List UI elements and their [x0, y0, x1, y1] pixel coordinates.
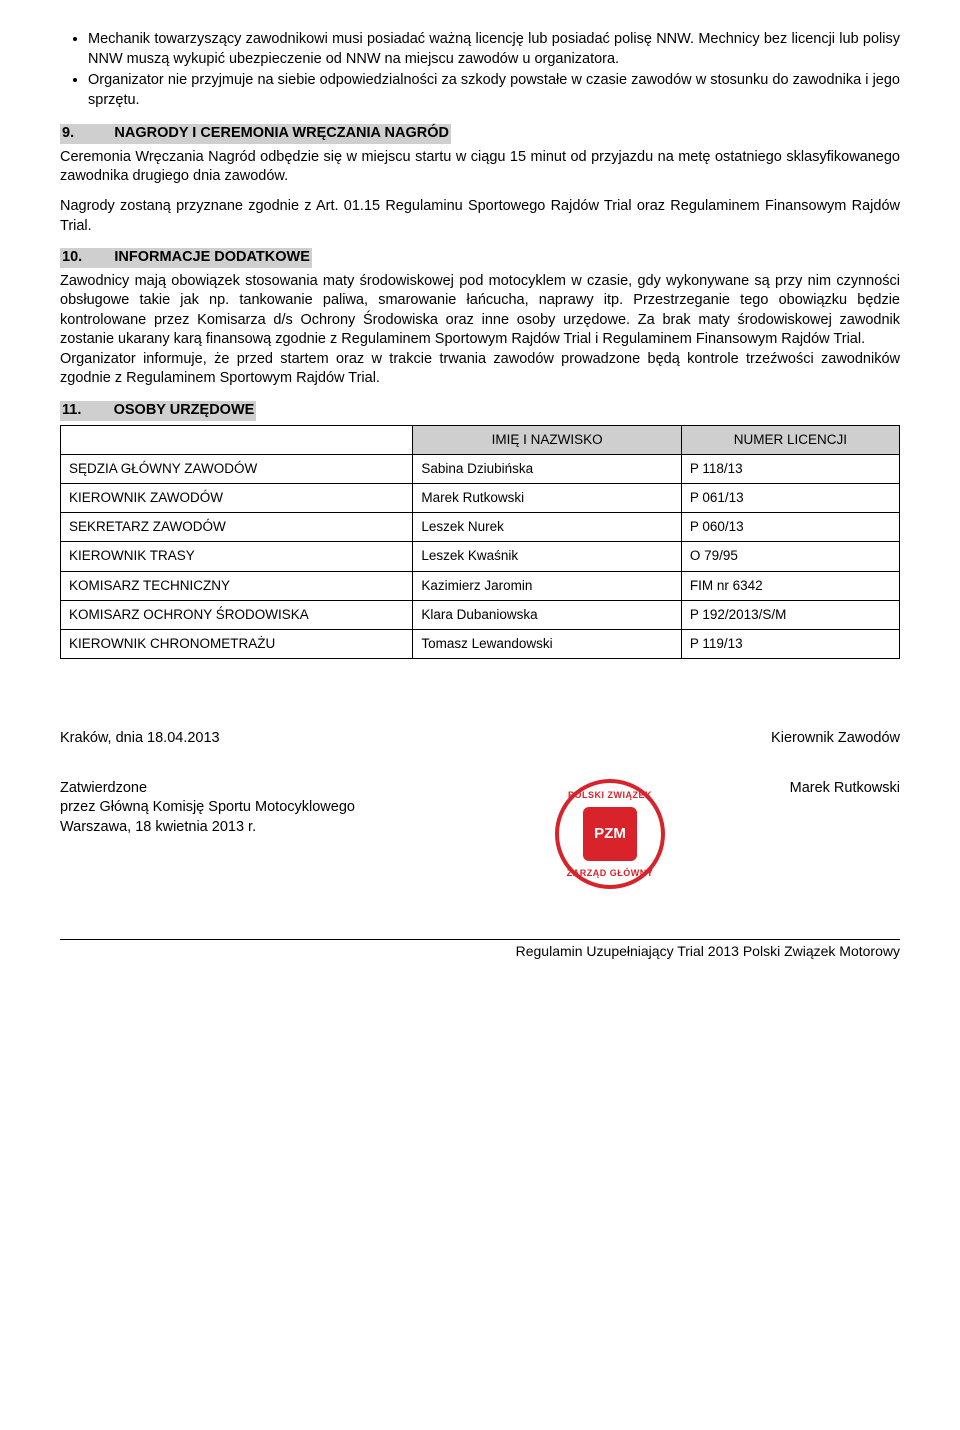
cell-name: Tomasz Lewandowski [413, 630, 681, 659]
bullet-item: Organizator nie przyjmuje na siebie odpo… [88, 71, 900, 110]
table-header-license: NUMER LICENCJI [681, 425, 899, 454]
table-row: SEKRETARZ ZAWODÓW Leszek Nurek P 060/13 [61, 513, 900, 542]
table-row: SĘDZIA GŁÓWNY ZAWODÓW Sabina Dziubińska … [61, 454, 900, 483]
table-row: KIEROWNIK TRASY Leszek Kwaśnik O 79/95 [61, 542, 900, 571]
section-11-heading: 11. OSOBY URZĘDOWE [60, 401, 900, 421]
stamp-text-bottom: ZARZĄD GŁÓWNY [559, 867, 661, 879]
cell-license: P 118/13 [681, 454, 899, 483]
approved-line-3: Warszawa, 18 kwietnia 2013 r. [60, 818, 520, 838]
cell-license: P 060/13 [681, 513, 899, 542]
place-date: Kraków, dnia 18.04.2013 [60, 729, 700, 749]
section-9-number: 9. [62, 125, 74, 141]
cell-name: Sabina Dziubińska [413, 454, 681, 483]
page-footer: Regulamin Uzupełniający Trial 2013 Polsk… [60, 939, 900, 961]
section-9-heading: 9. NAGRODY I CEREMONIA WRĘCZANIA NAGRÓD [60, 124, 900, 144]
section-11-title: OSOBY URZĘDOWE [114, 402, 255, 418]
cell-license: P 061/13 [681, 484, 899, 513]
table-row: KOMISARZ OCHRONY ŚRODOWISKA Klara Dubani… [61, 600, 900, 629]
signature-block: Kraków, dnia 18.04.2013 Kierownik Zawodó… [60, 729, 900, 889]
cell-name: Kazimierz Jaromin [413, 571, 681, 600]
cell-license: P 192/2013/S/M [681, 600, 899, 629]
approved-line-1: Zatwierdzone [60, 779, 520, 799]
stamp-text-top: POLSKI ZWIĄZEK [559, 789, 661, 801]
section-9-para-2: Nagrody zostaną przyznane zgodnie z Art.… [60, 197, 900, 236]
table-header-name: IMIĘ I NAZWISKO [413, 425, 681, 454]
bullet-item: Mechanik towarzyszący zawodnikowi musi p… [88, 30, 900, 69]
cell-name: Marek Rutkowski [413, 484, 681, 513]
cell-role: SEKRETARZ ZAWODÓW [61, 513, 413, 542]
table-row: KIEROWNIK ZAWODÓW Marek Rutkowski P 061/… [61, 484, 900, 513]
section-10-number: 10. [62, 249, 82, 265]
cell-role: KIEROWNIK ZAWODÓW [61, 484, 413, 513]
section-10-para-1: Zawodnicy mają obowiązek stosowania maty… [60, 272, 900, 350]
section-10-heading: 10. INFORMACJE DODATKOWE [60, 248, 900, 268]
cell-role: KOMISARZ OCHRONY ŚRODOWISKA [61, 600, 413, 629]
officials-table: IMIĘ I NAZWISKO NUMER LICENCJI SĘDZIA GŁ… [60, 425, 900, 660]
section-10-title: INFORMACJE DODATKOWE [114, 249, 309, 265]
intro-bullets: Mechanik towarzyszący zawodnikowi musi p… [60, 30, 900, 110]
table-row: KIEROWNIK CHRONOMETRAŻU Tomasz Lewandows… [61, 630, 900, 659]
table-row: KOMISARZ TECHNICZNY Kazimierz Jaromin FI… [61, 571, 900, 600]
cell-name: Leszek Kwaśnik [413, 542, 681, 571]
director-name: Marek Rutkowski [700, 779, 900, 799]
table-header-row: IMIĘ I NAZWISKO NUMER LICENCJI [61, 425, 900, 454]
director-label: Kierownik Zawodów [700, 729, 900, 749]
cell-role: SĘDZIA GŁÓWNY ZAWODÓW [61, 454, 413, 483]
cell-name: Klara Dubaniowska [413, 600, 681, 629]
table-header-blank [61, 425, 413, 454]
cell-license: FIM nr 6342 [681, 571, 899, 600]
section-10-para-2: Organizator informuje, że przed startem … [60, 350, 900, 389]
pzm-stamp-icon: POLSKI ZWIĄZEK PZM ZARZĄD GŁÓWNY [555, 779, 665, 889]
cell-license: O 79/95 [681, 542, 899, 571]
section-11-number: 11. [62, 402, 81, 418]
section-9-title: NAGRODY I CEREMONIA WRĘCZANIA NAGRÓD [114, 125, 449, 141]
cell-role: KIEROWNIK TRASY [61, 542, 413, 571]
stamp-center: PZM [583, 807, 637, 861]
section-9-para-1: Ceremonia Wręczania Nagród odbędzie się … [60, 148, 900, 187]
cell-role: KIEROWNIK CHRONOMETRAŻU [61, 630, 413, 659]
cell-role: KOMISARZ TECHNICZNY [61, 571, 413, 600]
approved-line-2: przez Główną Komisję Sportu Motocykloweg… [60, 798, 520, 818]
cell-name: Leszek Nurek [413, 513, 681, 542]
cell-license: P 119/13 [681, 630, 899, 659]
